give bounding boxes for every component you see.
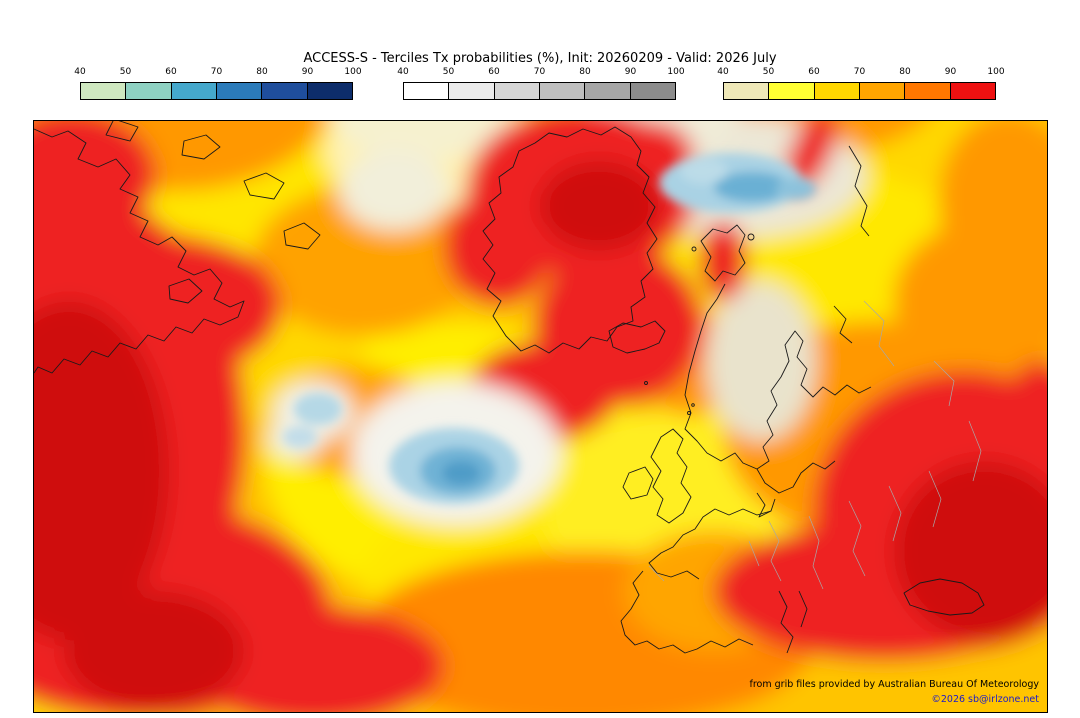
colorbar-cell [215,82,263,100]
tick-label: 70 [533,67,546,77]
iceland-coast [608,320,666,354]
colorbar-gray: 40 50 60 70 80 90 100 [397,67,685,105]
tick-label: 80 [899,67,911,77]
tick-label: 100 [987,67,1005,77]
country-borders [648,300,982,590]
tick-label: 40 [717,67,729,77]
tick-label: 70 [853,67,866,77]
colorbar-cell [170,82,217,100]
tick-label: 80 [256,67,268,77]
tick-label: 60 [165,67,177,77]
tick-label: 70 [210,67,223,77]
colorbar-blue-bar [80,82,353,100]
colorbar-cell [768,82,815,100]
coastlines [34,121,985,654]
tick-label: 90 [944,67,957,77]
colorbar-warm: 40 50 60 70 80 90 100 [717,67,1005,105]
black-sea-coast [903,578,985,616]
britain-coast [650,428,692,524]
tick-label: 50 [119,67,132,77]
colorbar-cell [403,82,450,100]
attribution-text: from grib files provided by Australian B… [749,679,1039,690]
ireland-coast [622,466,654,500]
tick-label: 50 [762,67,775,77]
colorbar-warm-ticks: 40 50 60 70 80 90 100 [717,67,1004,82]
tick-label: 40 [74,67,86,77]
italy-coast [778,590,794,654]
copyright-text: ©2026 sb@irlzone.net [931,694,1039,705]
tick-label: 40 [397,67,409,77]
colorbar-cell [261,82,308,100]
colorbar-blue: 40 50 60 70 80 90 100 [74,67,362,105]
tick-label: 100 [344,67,362,77]
svalbard-coast [700,224,746,282]
page-title: ACCESS-S - Terciles Tx probabilities (%)… [303,51,777,66]
colorbar-cell [629,82,676,100]
colorbar-cell [125,82,172,100]
colorbar-cell [858,82,906,100]
scandinavia-coast [684,283,872,470]
colorbar-gray-ticks: 40 50 60 70 80 90 100 [397,67,684,82]
colorbar-cell [813,82,860,100]
tick-label: 60 [808,67,820,77]
colorbar-cell [538,82,586,100]
greenland-coast [482,126,658,354]
colorbar-gray-bar [403,82,676,100]
iberia-coast [620,570,754,654]
colorbar-cell [306,82,353,100]
tick-label: 80 [579,67,591,77]
colorbar-cell [80,82,127,100]
tick-label: 50 [442,67,455,77]
colorbar-warm-bar [723,82,996,100]
map-canvas [34,121,1047,712]
probability-field [34,121,1047,712]
colorbar-cell [584,82,631,100]
tick-label: 100 [667,67,685,77]
tick-label: 90 [624,67,637,77]
tick-label: 90 [301,67,314,77]
map-frame: from grib files provided by Australian B… [33,120,1048,713]
below-normal-blue-patches [283,153,816,504]
colorbar-blue-ticks: 40 50 60 70 80 90 100 [74,67,361,82]
colorbar-cell [904,82,951,100]
europe-coast [648,508,772,580]
tick-label: 60 [488,67,500,77]
colorbar-cell [723,82,770,100]
colorbar-cell [448,82,495,100]
colorbar-cell [949,82,996,100]
colorbar-cell [493,82,540,100]
